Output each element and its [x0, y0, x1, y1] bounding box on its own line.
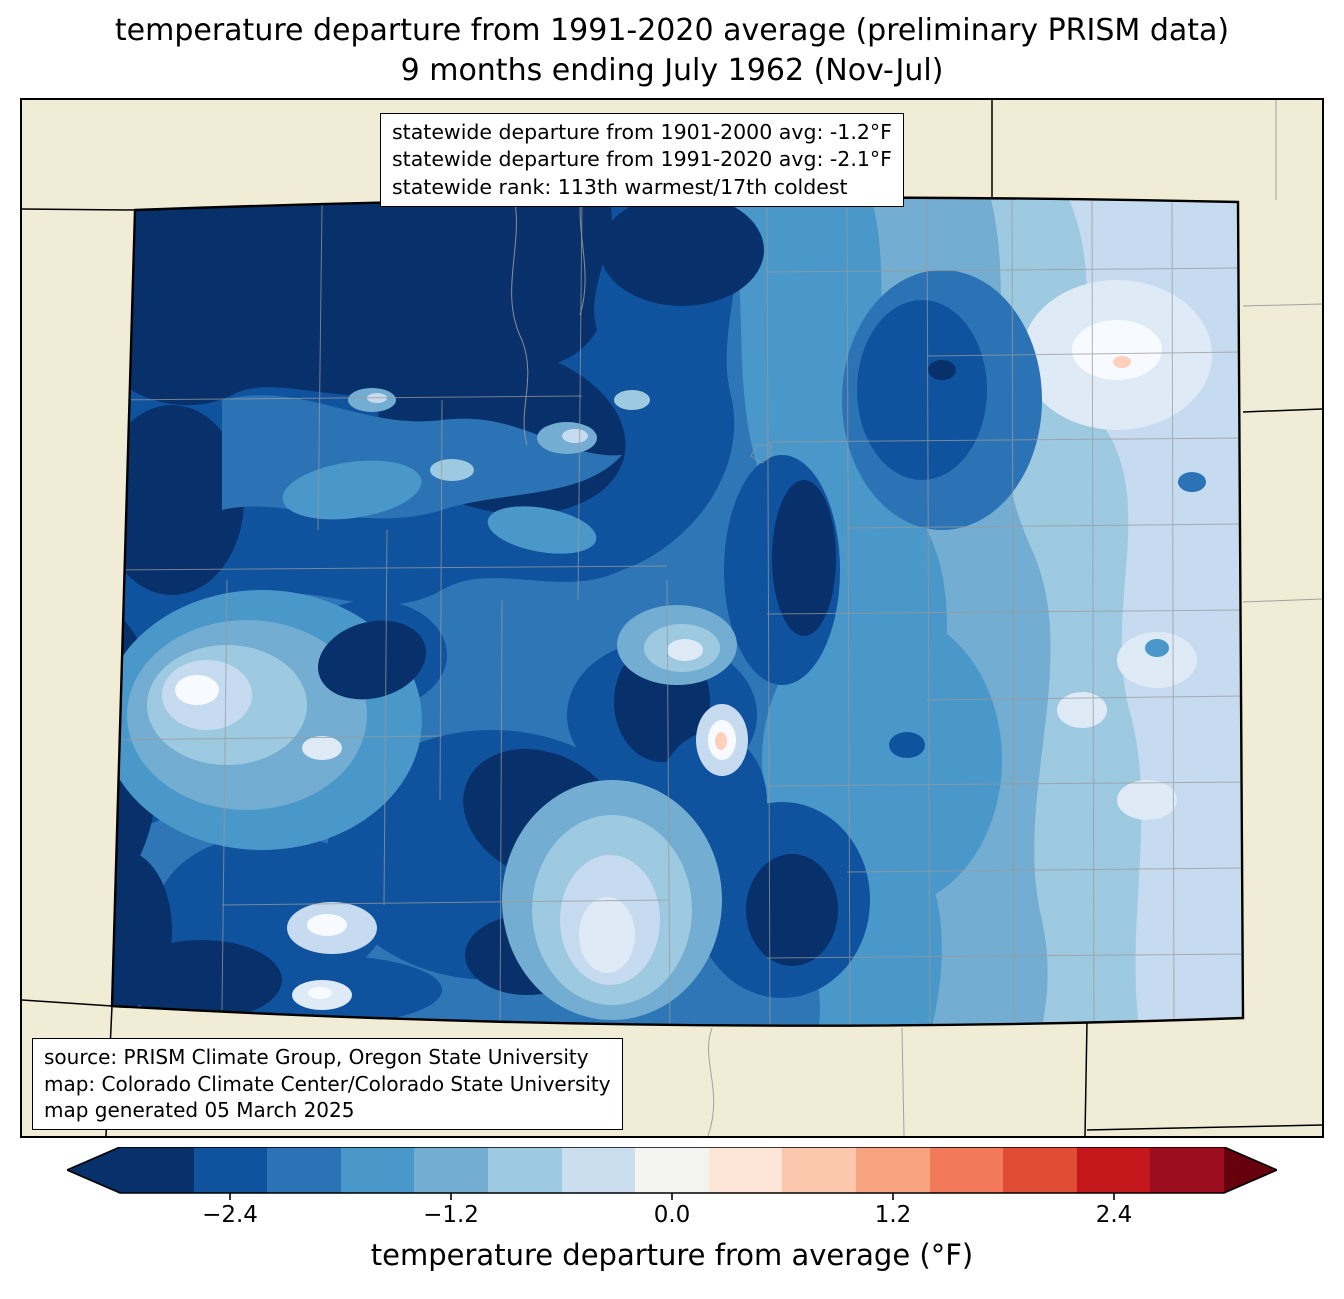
source-box: source: PRISM Climate Group, Oregon Stat…	[32, 1038, 623, 1130]
colorado-map	[22, 100, 1322, 1136]
colorbar-tick-label-4: 2.4	[1095, 1202, 1133, 1228]
colorbar-under-arrow	[67, 1147, 120, 1193]
contour-fills	[112, 197, 1243, 1026]
colorbar-tick-label-1: −1.2	[423, 1202, 479, 1228]
neighbor-county-lines	[707, 100, 1322, 1136]
colorbar-tick-label-0: −2.4	[202, 1202, 258, 1228]
map-frame: statewide departure from 1901-2000 avg: …	[20, 98, 1324, 1138]
stats-line-2: statewide departure from 1991-2020 avg: …	[392, 147, 892, 172]
colorbar-axis-label: temperature departure from average (°F)	[370, 1238, 974, 1272]
source-line-3: map generated 05 March 2025	[44, 1098, 355, 1123]
county-borders	[112, 199, 1243, 1026]
page-subtitle: 9 months ending July 1962 (Nov-Jul)	[400, 53, 944, 88]
source-line-1: source: PRISM Climate Group, Oregon Stat…	[44, 1045, 589, 1069]
colorbar-tick-label-3: 1.2	[874, 1202, 912, 1228]
colorbar-ticks	[229, 1193, 1115, 1200]
page-title: temperature departure from 1991-2020 ave…	[114, 13, 1230, 48]
stats-line-3: statewide rank: 113th warmest/17th colde…	[392, 174, 848, 199]
stats-line-1: statewide departure from 1901-2000 avg: …	[392, 120, 892, 144]
colorbar	[67, 1147, 1277, 1200]
source-line-2: map: Colorado Climate Center/Colorado St…	[44, 1071, 611, 1096]
colorbar-over-arrow	[1224, 1147, 1277, 1193]
colorbar-tick-label-2: 0.0	[653, 1202, 691, 1228]
stats-box: statewide departure from 1901-2000 avg: …	[380, 113, 904, 207]
colorbar-outline	[67, 1147, 1277, 1194]
